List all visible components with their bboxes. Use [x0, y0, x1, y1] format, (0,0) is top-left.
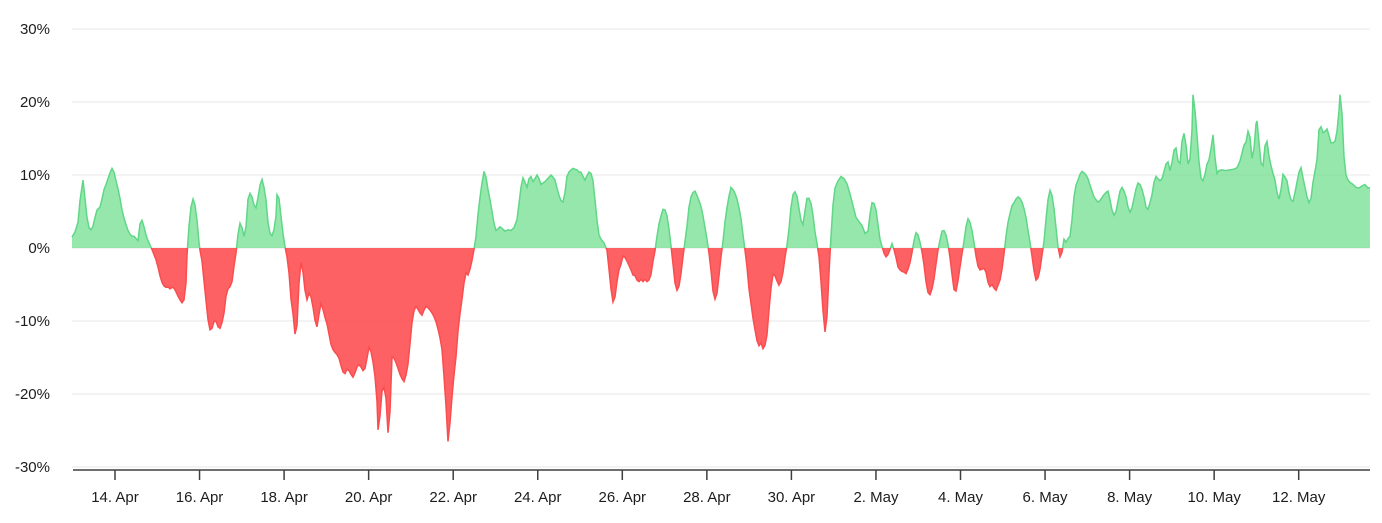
y-tick-label: 20%: [20, 94, 50, 111]
x-tick-label: 6. May: [1023, 489, 1069, 506]
x-tick-label: 30. Apr: [768, 489, 816, 506]
x-tick-label: 14. Apr: [91, 489, 139, 506]
negative-line: [150, 248, 1064, 442]
negative-area: [72, 248, 1370, 442]
y-tick-label: -10%: [15, 313, 50, 330]
x-tick-label: 2. May: [853, 489, 899, 506]
x-tick-label: 10. May: [1187, 489, 1241, 506]
x-tick-label: 12. May: [1272, 489, 1326, 506]
x-tick-label: 4. May: [938, 489, 984, 506]
y-axis-labels: 30% 20% 10% 0% -10% -20% -30%: [15, 21, 50, 476]
series-area[interactable]: [71, 94, 1371, 442]
y-tick-label: 0%: [28, 240, 50, 257]
x-tick-label: 8. May: [1107, 489, 1153, 506]
x-tick-label: 26. Apr: [599, 489, 647, 506]
x-axis-labels: 14. Apr 16. Apr 18. Apr 20. Apr 22. Apr 24. A…: [91, 489, 1326, 506]
x-tick-label: 20. Apr: [345, 489, 393, 506]
positive-area: [72, 94, 1370, 248]
y-tick-label: 10%: [20, 167, 50, 184]
x-tick-label: 28. Apr: [683, 489, 731, 506]
y-tick-label: -20%: [15, 386, 50, 403]
x-tick-label: 18. Apr: [260, 489, 308, 506]
x-tick-label: 22. Apr: [429, 489, 477, 506]
y-tick-label: -30%: [15, 459, 50, 476]
y-tick-label: 30%: [20, 21, 50, 38]
x-tick-label: 24. Apr: [514, 489, 562, 506]
x-axis: [73, 469, 1370, 480]
positive-line: [71, 94, 1371, 248]
x-tick-label: 16. Apr: [176, 489, 224, 506]
